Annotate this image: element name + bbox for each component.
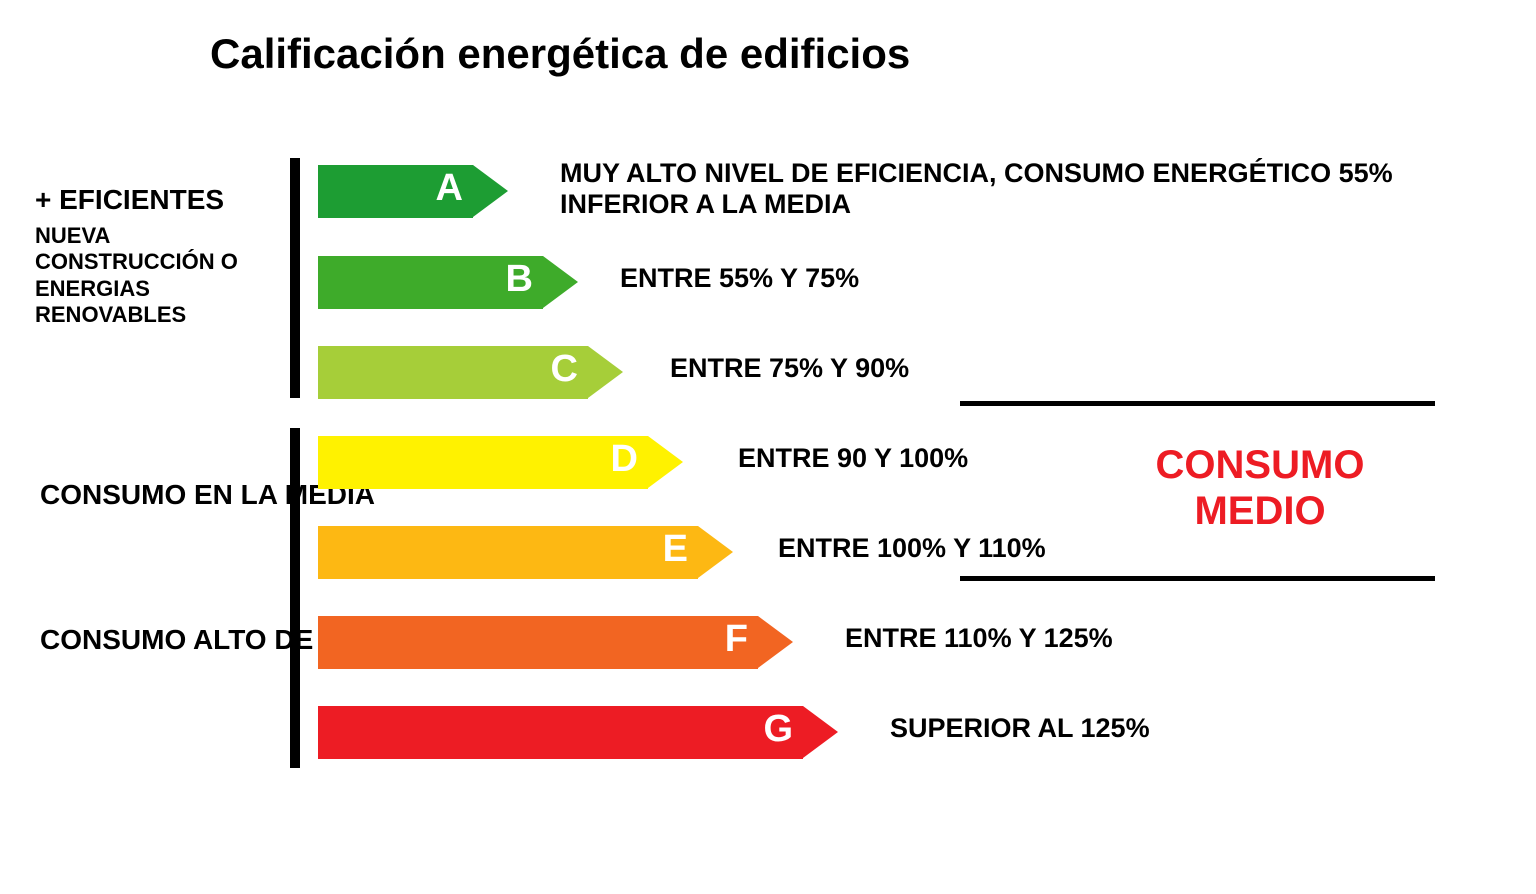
- rating-description-d: ENTRE 90 Y 100%: [738, 443, 968, 474]
- left-label-efficient-sub: NUEVA CONSTRUCCIÓN O ENERGIAS RENOVABLES: [35, 223, 265, 329]
- rating-arrow-tip-d: [648, 436, 683, 488]
- rating-letter-d: D: [611, 438, 638, 481]
- rating-arrow-g: G: [318, 706, 838, 759]
- group-divider-bar-2: [290, 428, 300, 608]
- callout-consumo-medio: CONSUMO MEDIO: [1100, 442, 1420, 534]
- rating-arrow-c: C: [318, 346, 623, 399]
- group-divider-bar-3: [290, 608, 300, 768]
- callout-line-top: [960, 401, 1435, 406]
- rating-description-g: SUPERIOR AL 125%: [890, 713, 1150, 744]
- rating-letter-g: G: [763, 708, 793, 751]
- rating-arrow-a: A: [318, 165, 508, 218]
- rating-description-f: ENTRE 110% Y 125%: [845, 623, 1113, 654]
- title: Calificación energética de edificios: [210, 30, 1516, 78]
- rating-description-a: MUY ALTO NIVEL DE EFICIENCIA, CONSUMO EN…: [560, 158, 1516, 220]
- rating-arrow-tip-f: [758, 616, 793, 668]
- rating-letter-f: F: [725, 618, 748, 661]
- rating-arrow-body-c: [318, 346, 588, 399]
- rating-letter-b: B: [506, 258, 533, 301]
- group-divider-bar-1: [290, 158, 300, 398]
- rating-arrow-body-e: [318, 526, 698, 579]
- rating-arrow-tip-b: [543, 256, 578, 308]
- rating-arrow-tip-g: [803, 706, 838, 758]
- rating-arrow-f: F: [318, 616, 793, 669]
- energy-rating-chart: + EFICIENTES NUEVA CONSTRUCCIÓN O ENERGI…: [20, 148, 1516, 798]
- rating-arrow-d: D: [318, 436, 683, 489]
- rating-arrow-tip-e: [698, 526, 733, 578]
- rating-description-c: ENTRE 75% Y 90%: [670, 353, 909, 384]
- rating-arrow-body-g: [318, 706, 803, 759]
- rating-arrow-tip-a: [473, 165, 508, 217]
- rating-letter-c: C: [551, 348, 578, 391]
- rating-arrow-tip-c: [588, 346, 623, 398]
- rating-letter-a: A: [436, 167, 463, 210]
- rating-arrow-body-f: [318, 616, 758, 669]
- rating-arrow-body-d: [318, 436, 648, 489]
- rating-arrow-b: B: [318, 256, 578, 309]
- rating-description-b: ENTRE 55% Y 75%: [620, 263, 859, 294]
- callout-line-bottom: [960, 576, 1435, 581]
- rating-description-e: ENTRE 100% Y 110%: [778, 533, 1046, 564]
- rating-letter-e: E: [663, 528, 688, 571]
- rating-arrow-e: E: [318, 526, 733, 579]
- left-label-efficient-heading: + EFICIENTES: [35, 183, 224, 217]
